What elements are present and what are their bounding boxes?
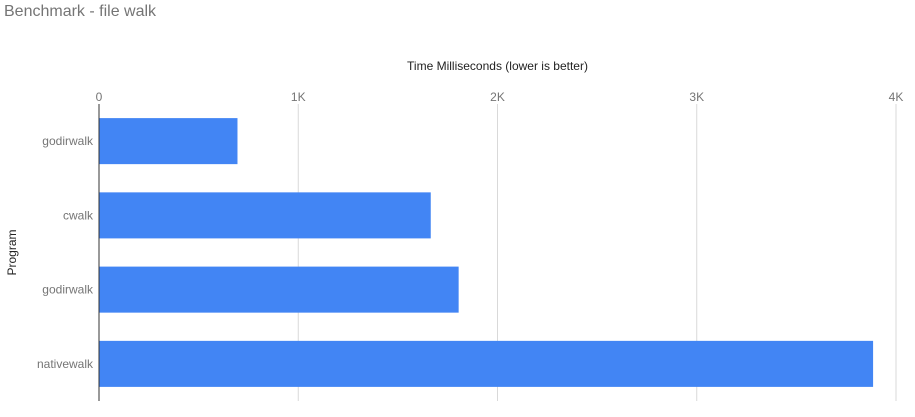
x-tick-label: 1K bbox=[291, 90, 306, 104]
chart-title: Benchmark - file walk bbox=[4, 3, 157, 20]
y-category-labels: godirwalk cwalk godirwalk nativewalk bbox=[37, 134, 94, 371]
y-axis-title: Program bbox=[5, 229, 19, 275]
category-label: godirwalk bbox=[42, 134, 94, 148]
category-label: godirwalk bbox=[42, 283, 94, 297]
category-label: nativewalk bbox=[37, 357, 94, 371]
x-tick-label: 2K bbox=[490, 90, 505, 104]
x-axis-title: Time Milliseconds (lower is better) bbox=[407, 59, 588, 73]
x-tick-label: 4K bbox=[889, 90, 904, 104]
x-tick-label: 3K bbox=[689, 90, 704, 104]
bars bbox=[99, 118, 874, 387]
bar[interactable] bbox=[99, 340, 874, 387]
category-label: cwalk bbox=[63, 208, 94, 222]
x-tick-label: 0 bbox=[96, 90, 103, 104]
bar[interactable] bbox=[99, 266, 459, 313]
x-tick-labels: 0 1K 2K 3K 4K bbox=[96, 90, 904, 104]
bar[interactable] bbox=[99, 192, 431, 239]
bar[interactable] bbox=[99, 118, 238, 165]
